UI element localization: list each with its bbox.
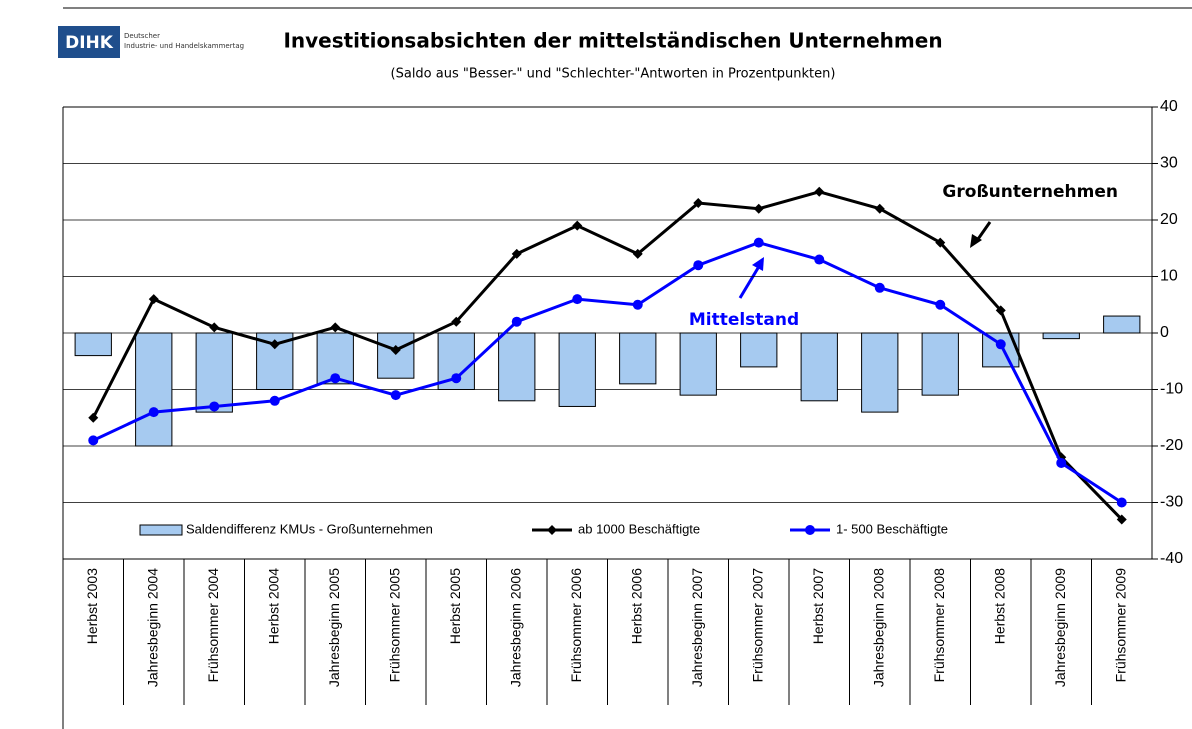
marker xyxy=(390,344,401,355)
y-tick-label: 30 xyxy=(1160,155,1178,172)
x-tick-label: Herbst 2007 xyxy=(810,568,826,644)
arrow-head xyxy=(970,234,982,248)
bar xyxy=(1103,315,1141,334)
marker xyxy=(209,401,220,412)
legend-label: ab 1000 Beschäftigte xyxy=(578,521,700,536)
arrow xyxy=(738,267,760,299)
x-tick-label: Jahresbeginn 2007 xyxy=(689,568,705,687)
bar xyxy=(1042,332,1080,340)
chart-title: Investitionsabsichten der mittelständisc… xyxy=(283,29,942,53)
bar xyxy=(135,332,173,447)
annotation: Mittelstand xyxy=(689,310,799,330)
y-tick-label: -40 xyxy=(1160,550,1183,567)
marker xyxy=(814,186,825,197)
y-tick-label: 20 xyxy=(1160,211,1178,228)
marker xyxy=(753,203,764,214)
bar xyxy=(558,332,596,407)
x-tick-label: Herbst 2003 xyxy=(84,568,100,644)
marker xyxy=(88,435,99,446)
marker xyxy=(935,299,946,310)
legend-label: 1- 500 Beschäftigte xyxy=(836,521,948,536)
x-tick-label: Frühsommer 2005 xyxy=(386,568,402,683)
marker xyxy=(330,373,341,384)
x-tick-label: Herbst 2005 xyxy=(447,568,463,644)
x-tick-label: Jahresbeginn 2008 xyxy=(870,568,886,687)
marker xyxy=(390,390,401,401)
marker xyxy=(693,198,704,209)
legend-label: Saldendifferenz KMUs - Großunternehmen xyxy=(186,521,433,536)
bar xyxy=(498,332,536,402)
x-tick-label: Frühsommer 2008 xyxy=(931,568,947,683)
annotation: Großunternehmen xyxy=(942,182,1118,202)
marker xyxy=(814,254,825,265)
marker xyxy=(632,299,643,310)
logo-box xyxy=(58,26,120,58)
marker xyxy=(269,339,280,350)
marker xyxy=(148,294,159,305)
x-tick-label: Frühsommer 2004 xyxy=(205,568,221,683)
marker xyxy=(269,395,280,406)
marker xyxy=(209,322,220,333)
marker xyxy=(874,282,885,293)
marker xyxy=(330,322,341,333)
x-tick-label: Herbst 2008 xyxy=(991,568,1007,644)
brand-line: Deutscher xyxy=(124,32,160,40)
marker xyxy=(148,407,159,418)
marker xyxy=(995,339,1006,350)
logo: DIHK xyxy=(65,33,114,53)
bar xyxy=(921,332,959,396)
marker xyxy=(511,316,522,327)
y-tick-label: -20 xyxy=(1160,437,1183,454)
bar xyxy=(377,332,415,379)
y-tick-label: -10 xyxy=(1160,381,1183,398)
bar xyxy=(74,332,112,357)
marker xyxy=(451,316,462,327)
bar xyxy=(800,332,838,402)
y-tick-label: 10 xyxy=(1160,268,1178,285)
bar xyxy=(195,332,233,413)
brand-line: Industrie- und Handelskammertag xyxy=(124,42,244,50)
x-tick-label: Frühsommer 2007 xyxy=(749,568,765,683)
x-tick-label: Jahresbeginn 2004 xyxy=(144,568,160,687)
marker xyxy=(451,373,462,384)
marker xyxy=(753,237,764,248)
bar xyxy=(861,332,899,413)
x-tick-label: Frühsommer 2009 xyxy=(1112,568,1128,683)
x-tick-label: Herbst 2006 xyxy=(628,568,644,644)
marker xyxy=(88,412,99,423)
legend-marker xyxy=(547,525,557,535)
chart-subtitle: (Saldo aus "Besser-" und "Schlechter-"An… xyxy=(391,67,836,82)
marker xyxy=(1056,457,1067,468)
bar xyxy=(619,332,657,385)
x-tick-label: Herbst 2004 xyxy=(265,568,281,644)
bar xyxy=(740,332,778,368)
line xyxy=(91,190,1123,521)
arrow-head xyxy=(752,257,764,271)
line xyxy=(92,241,1123,504)
marker xyxy=(874,203,885,214)
marker xyxy=(1116,514,1127,525)
x-tick-label: Jahresbeginn 2005 xyxy=(326,568,342,687)
legend-swatch xyxy=(139,524,183,536)
y-tick-label: -30 xyxy=(1160,494,1183,511)
bar xyxy=(679,332,717,396)
marker xyxy=(1116,497,1127,508)
marker xyxy=(693,260,704,271)
marker xyxy=(935,237,946,248)
x-tick-label: Frühsommer 2006 xyxy=(568,568,584,683)
x-tick-label: Jahresbeginn 2006 xyxy=(507,568,523,687)
x-tick-label: Jahresbeginn 2009 xyxy=(1052,568,1068,687)
marker xyxy=(572,294,583,305)
marker xyxy=(511,248,522,259)
marker xyxy=(995,305,1006,316)
y-tick-label: 40 xyxy=(1160,98,1178,115)
legend-marker xyxy=(805,525,815,535)
y-tick-label: 0 xyxy=(1160,324,1169,341)
marker xyxy=(572,220,583,231)
marker xyxy=(632,248,643,259)
